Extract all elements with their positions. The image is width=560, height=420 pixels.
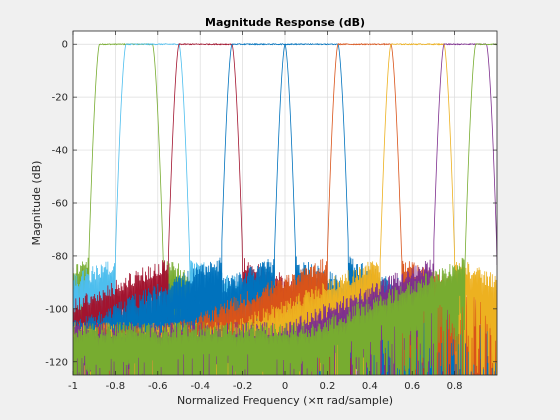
x-tick-label: -0.2 xyxy=(233,381,253,392)
x-tick-label: -0.8 xyxy=(106,381,126,392)
x-tick-label: 0.2 xyxy=(319,381,335,392)
x-tick-label: 0.6 xyxy=(404,381,420,392)
x-tick-labels: -1 -0.8 -0.6 -0.4 -0.2 0 0.2 0.4 0.6 0.8 xyxy=(68,381,463,392)
x-tick-label: -1 xyxy=(68,381,78,392)
filter-band-8-line xyxy=(73,43,497,375)
y-axis-label: Magnitude (dB) xyxy=(30,161,43,246)
filter-band-9-line xyxy=(73,43,497,375)
x-tick-label: -0.6 xyxy=(148,381,168,392)
chart-title: Magnitude Response (dB) xyxy=(205,16,365,29)
filter-band-7-line xyxy=(73,42,497,375)
y-tick-label: -40 xyxy=(52,146,68,157)
x-tick-label: 0.4 xyxy=(362,381,378,392)
y-tick-labels: 0 -20 -40 -60 -80 -100 -120 xyxy=(45,40,68,369)
y-tick-label: -120 xyxy=(45,357,68,368)
x-axis-label: Normalized Frequency (×π rad/sample) xyxy=(177,394,393,407)
y-tick-label: -80 xyxy=(52,251,68,262)
y-tick-label: -100 xyxy=(45,304,68,315)
y-tick-label: -60 xyxy=(52,199,68,210)
y-tick-label: -20 xyxy=(52,93,68,104)
series-group xyxy=(73,42,497,375)
tick-marks xyxy=(72,31,497,375)
y-tick-label: 0 xyxy=(62,40,68,51)
x-tick-label: 0 xyxy=(282,381,288,392)
x-tick-label: 0.8 xyxy=(447,381,463,392)
x-tick-label: -0.4 xyxy=(190,381,210,392)
